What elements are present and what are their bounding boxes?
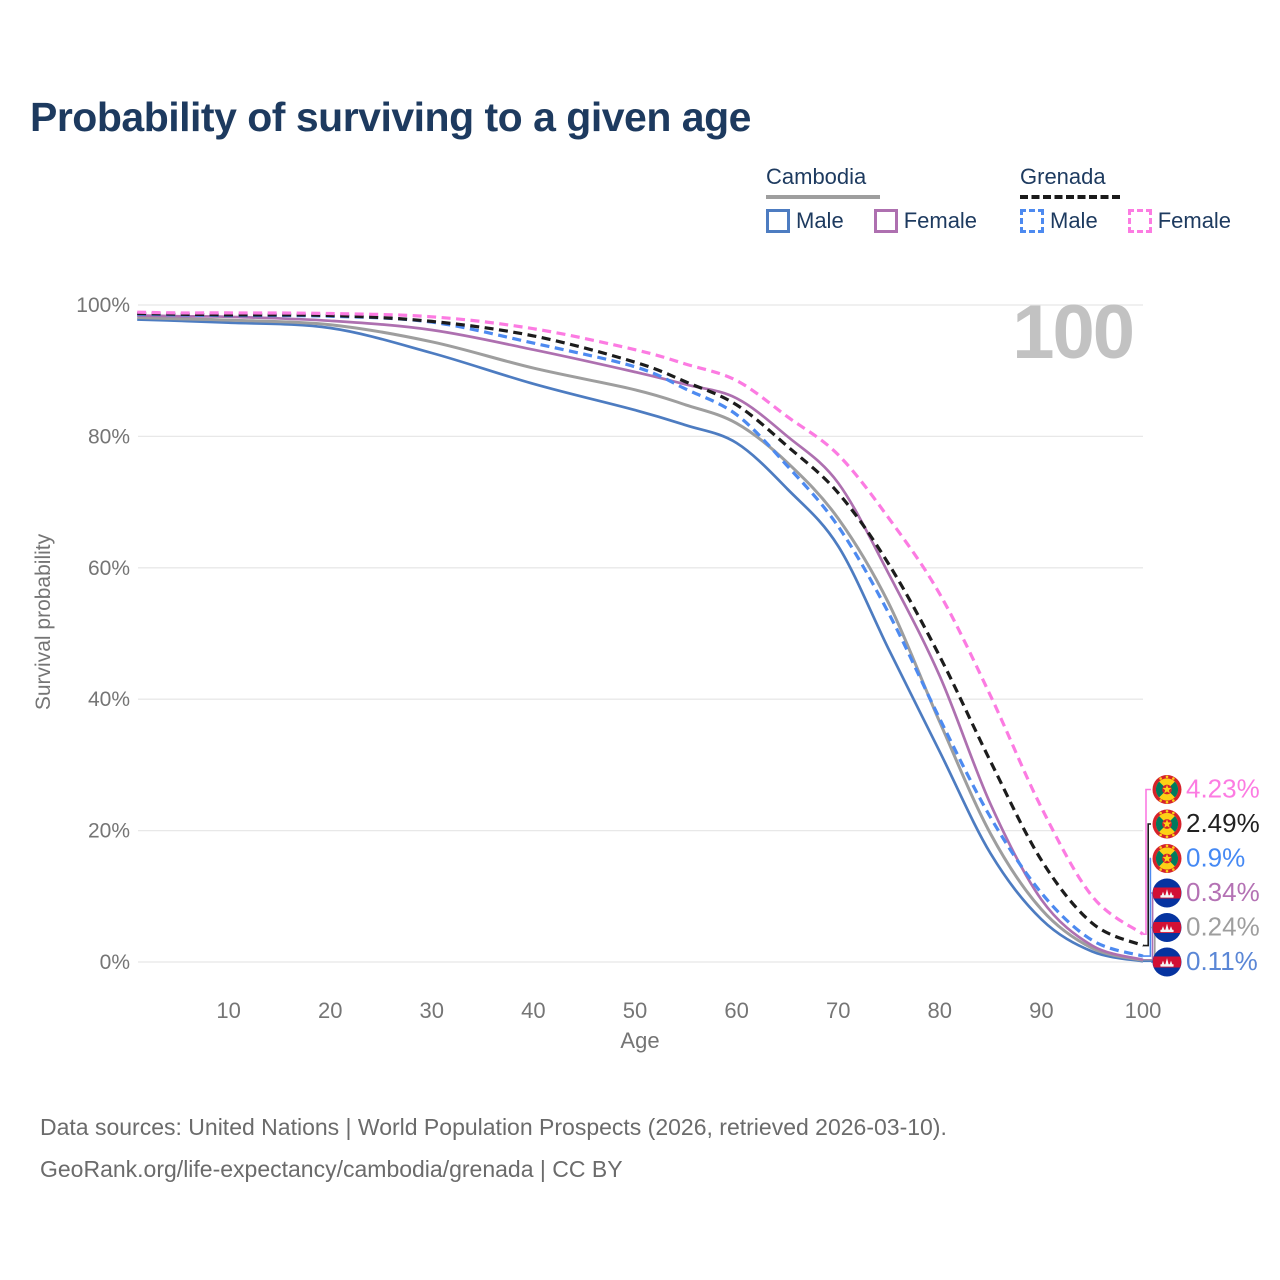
- end-label-connector-grenada-female: [1143, 788, 1151, 935]
- legend-item-label: Male: [796, 208, 844, 233]
- y-tick-60%: 60%: [88, 557, 130, 580]
- end-label-grenada-male: 0.9%: [1186, 843, 1245, 873]
- curve-grenada-female[interactable]: [137, 310, 1144, 936]
- legend-country-cambodia[interactable]: Cambodia: [766, 164, 881, 199]
- end-label-connector-grenada-all: [1143, 823, 1151, 947]
- cambodia-female-line-swatch-icon: [873, 209, 898, 233]
- x-tick-60: 60: [724, 998, 748, 1023]
- footer-data-sources: Data sources: United Nations | World Pop…: [40, 1114, 947, 1140]
- legend-item-label: Female: [903, 208, 978, 233]
- legend: Cambodia Male Female Grenada Male Female: [0, 164, 1280, 244]
- legend-item-cambodia-male[interactable]: Male: [766, 208, 844, 234]
- end-label-grenada-all: 2.49%: [1186, 808, 1260, 838]
- legend-item-label: Female: [1157, 208, 1232, 233]
- footer: Data sources: United Nations | World Pop…: [40, 1106, 947, 1190]
- page-title: Probability of surviving to a given age: [30, 94, 751, 140]
- x-tick-30: 30: [420, 998, 444, 1023]
- curve-grenada-all[interactable]: [137, 311, 1144, 948]
- end-label-grenada-female: 4.23%: [1186, 774, 1260, 804]
- grenada-male-line-swatch-icon: [1020, 209, 1044, 233]
- x-tick-50: 50: [623, 998, 647, 1023]
- x-tick-100: 100: [1125, 998, 1162, 1023]
- legend-item-grenada-male[interactable]: Male: [1020, 208, 1098, 234]
- y-axis-title: Survival probability: [32, 533, 55, 711]
- x-tick-40: 40: [521, 998, 545, 1023]
- y-tick-20%: 20%: [88, 820, 130, 843]
- cambodia-flag-icon: [1152, 913, 1182, 942]
- y-tick-40%: 40%: [88, 688, 130, 711]
- footer-attribution: GeoRank.org/life-expectancy/cambodia/gre…: [40, 1156, 623, 1182]
- x-tick-10: 10: [216, 998, 240, 1023]
- x-tick-80: 80: [928, 998, 952, 1023]
- cambodia-flag-icon: [1152, 878, 1182, 908]
- x-tick-70: 70: [826, 998, 850, 1023]
- legend-group-cambodia: Cambodia Male Female: [766, 164, 977, 234]
- curve-cambodia-female[interactable]: [137, 314, 1144, 962]
- x-tick-20: 20: [318, 998, 342, 1023]
- end-label-cambodia-male: 0.11%: [1186, 946, 1258, 976]
- curve-cambodia-all[interactable]: [137, 316, 1144, 962]
- legend-group-grenada: Grenada Male Female: [1020, 164, 1231, 234]
- curve-cambodia-male[interactable]: [137, 318, 1144, 963]
- legend-item-cambodia-female[interactable]: Female: [873, 208, 978, 234]
- curve-grenada-male[interactable]: [137, 312, 1144, 958]
- end-label-cambodia-female: 0.34%: [1186, 877, 1260, 907]
- grenada-female-line-swatch-icon: [1127, 209, 1152, 233]
- cambodia-male-line-swatch-icon: [766, 209, 790, 233]
- y-tick-0%: 0%: [100, 951, 130, 974]
- y-tick-80%: 80%: [88, 425, 130, 448]
- legend-country-grenada[interactable]: Grenada: [1020, 164, 1120, 199]
- y-tick-100%: 100%: [76, 294, 130, 317]
- age-watermark: 100: [1012, 290, 1135, 375]
- grenada-flag-icon: [1152, 844, 1182, 873]
- cambodia-flag-icon: [1152, 947, 1182, 977]
- legend-item-grenada-female[interactable]: Female: [1127, 208, 1232, 234]
- legend-item-label: Male: [1050, 208, 1098, 233]
- x-axis-title: Age: [620, 1028, 660, 1053]
- x-tick-90: 90: [1029, 998, 1053, 1023]
- end-label-connector-grenada-male: [1143, 857, 1152, 957]
- end-label-cambodia-all: 0.24%: [1186, 912, 1260, 942]
- grenada-flag-icon: [1152, 775, 1182, 804]
- grenada-flag-icon: [1152, 809, 1182, 839]
